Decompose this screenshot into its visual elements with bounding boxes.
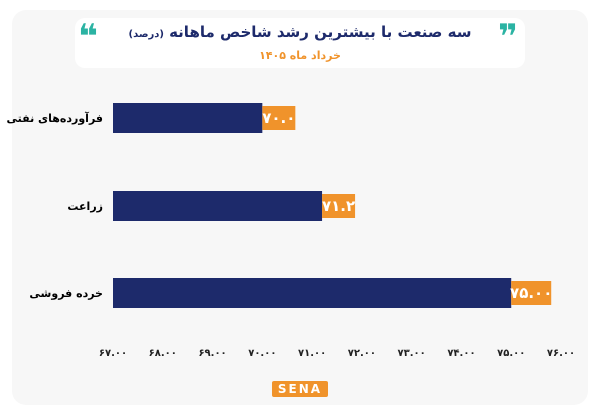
x-tick-label: ۶۸.۰۰ <box>149 348 177 359</box>
chart-title: سه صنعت با بیشترین رشد شاخص ماهانه (درصد… <box>120 22 480 41</box>
chart-subtitle: خرداد ماه ۱۴۰۵ <box>259 49 341 62</box>
x-tick-label: ۷۶.۰۰ <box>547 348 575 359</box>
chart-title-text: سه صنعت با بیشترین رشد شاخص ماهانه <box>169 23 472 41</box>
x-tick-label: ۷۴.۰۰ <box>447 348 475 359</box>
x-tick-label: ۷۵.۰۰ <box>497 348 525 359</box>
data-label: ۷۱.۲ <box>322 197 355 215</box>
data-label: ۷۵.۰۰ <box>510 284 552 302</box>
logo-text: SENA <box>271 381 329 397</box>
x-tick-label: ۶۷.۰۰ <box>99 348 127 359</box>
category-label: زراعت <box>67 200 103 213</box>
x-tick-label: ۷۱.۰۰ <box>298 348 326 359</box>
sena-logo: SENA <box>263 378 337 408</box>
data-label-box <box>322 194 356 218</box>
bar <box>113 278 512 308</box>
quote-close-icon: ❞ <box>498 17 518 57</box>
bar <box>113 191 323 221</box>
data-label-box <box>262 106 296 130</box>
data-label: ۷۰.۰ <box>262 109 295 127</box>
quote-open-icon: ❝ <box>78 17 98 57</box>
x-tick-label: ۷۰.۰۰ <box>248 348 276 359</box>
x-tick-label: ۷۳.۰۰ <box>398 348 426 359</box>
chart-title-unit: (درصد) <box>128 29 164 40</box>
bar <box>113 103 263 133</box>
category-label: فرآورده‌های نفتی <box>7 111 103 125</box>
x-tick-label: ۶۹.۰۰ <box>198 348 226 359</box>
x-tick-label: ۷۲.۰۰ <box>348 348 376 359</box>
category-label: خرده فروشی <box>29 287 103 300</box>
header-panel <box>75 18 525 68</box>
data-label-box <box>511 281 552 305</box>
